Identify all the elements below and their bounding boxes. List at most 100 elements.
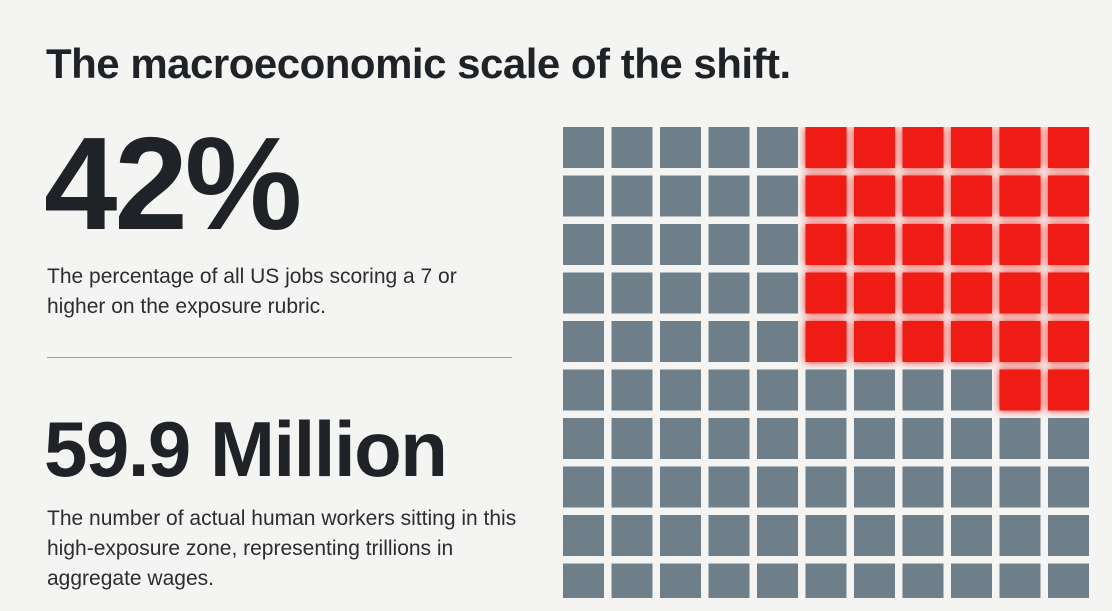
waffle-cell — [611, 224, 653, 265]
waffle-cell-highlighted — [999, 224, 1041, 265]
waffle-cell — [611, 321, 653, 362]
waffle-cell — [902, 418, 944, 459]
waffle-cell — [563, 127, 604, 168]
waffle-cell — [1048, 418, 1089, 459]
waffle-cell — [708, 369, 750, 411]
stat-workers-description: The number of actual human workers sitti… — [47, 507, 517, 590]
waffle-cell — [999, 563, 1041, 598]
waffle-cell — [708, 175, 750, 217]
waffle-cell-highlighted — [902, 321, 944, 362]
waffle-cell — [563, 466, 604, 508]
waffle-cell — [563, 418, 604, 459]
stat-workers-value: 59.9 Million — [44, 405, 448, 493]
waffle-cell — [660, 418, 701, 459]
waffle-cell — [611, 127, 653, 168]
waffle-cell — [999, 466, 1041, 508]
waffle-cell-highlighted — [999, 175, 1041, 217]
waffle-cell — [611, 563, 653, 598]
waffle-cell — [563, 175, 604, 217]
waffle-cell — [563, 321, 604, 362]
waffle-cell — [563, 563, 604, 598]
waffle-cell — [951, 418, 992, 459]
waffle-cell-highlighted — [951, 175, 992, 217]
waffle-cell — [902, 563, 944, 598]
waffle-cell — [660, 127, 701, 168]
waffle-cell — [757, 369, 798, 411]
waffle-cell — [660, 272, 701, 314]
waffle-cell — [660, 466, 701, 508]
waffle-cell-highlighted — [854, 127, 895, 168]
waffle-cell — [757, 418, 798, 459]
waffle-cell — [708, 321, 750, 362]
waffle-cell — [757, 466, 798, 508]
waffle-cell — [757, 321, 798, 362]
waffle-cell-highlighted — [999, 369, 1041, 411]
waffle-cell-highlighted — [854, 224, 895, 265]
page-title: The macroeconomic scale of the shift. — [46, 40, 791, 87]
waffle-cell — [757, 127, 798, 168]
waffle-cell-highlighted — [951, 224, 992, 265]
waffle-cell — [902, 515, 944, 556]
waffle-cell — [999, 418, 1041, 459]
waffle-cell-highlighted — [854, 272, 895, 314]
waffle-cell-highlighted — [902, 272, 944, 314]
waffle-cell — [757, 563, 798, 598]
waffle-cell-highlighted — [1048, 321, 1089, 362]
waffle-cell — [757, 224, 798, 265]
waffle-cell — [611, 369, 653, 411]
waffle-cell — [757, 175, 798, 217]
waffle-cell — [611, 272, 653, 314]
waffle-cell — [563, 224, 604, 265]
waffle-cell — [611, 175, 653, 217]
waffle-cell — [805, 515, 847, 556]
waffle-cell — [951, 515, 992, 556]
section-divider — [47, 357, 512, 358]
waffle-cell — [854, 369, 895, 411]
waffle-chart — [563, 127, 1089, 598]
waffle-cell-highlighted — [1048, 369, 1089, 411]
waffle-cell — [708, 224, 750, 265]
waffle-cell — [563, 369, 604, 411]
waffle-cell-highlighted — [951, 272, 992, 314]
waffle-cell-highlighted — [999, 272, 1041, 314]
waffle-cell — [563, 272, 604, 314]
waffle-cell-highlighted — [1048, 224, 1089, 265]
waffle-cell — [757, 515, 798, 556]
waffle-cell — [854, 466, 895, 508]
waffle-cell-highlighted — [1048, 127, 1089, 168]
waffle-cell — [563, 515, 604, 556]
waffle-cell — [660, 321, 701, 362]
stat-percentage-description: The percentage of all US jobs scoring a … — [47, 265, 457, 318]
waffle-cell — [951, 466, 992, 508]
waffle-cell — [1048, 466, 1089, 508]
waffle-cell-highlighted — [1048, 272, 1089, 314]
waffle-cell-highlighted — [1048, 175, 1089, 217]
waffle-cell-highlighted — [854, 321, 895, 362]
waffle-cell — [1048, 515, 1089, 556]
waffle-cell — [999, 515, 1041, 556]
waffle-cell-highlighted — [805, 224, 847, 265]
waffle-cell — [805, 418, 847, 459]
waffle-cell — [660, 515, 701, 556]
waffle-cell — [611, 418, 653, 459]
waffle-cell-highlighted — [951, 321, 992, 362]
waffle-cell — [1048, 563, 1089, 598]
waffle-cell-highlighted — [902, 224, 944, 265]
waffle-cell — [708, 127, 750, 168]
waffle-cell — [708, 515, 750, 556]
waffle-cell-highlighted — [805, 272, 847, 314]
waffle-cell — [854, 563, 895, 598]
waffle-cell — [854, 418, 895, 459]
waffle-cell-highlighted — [999, 127, 1041, 168]
waffle-cell — [951, 369, 992, 411]
waffle-cell — [611, 515, 653, 556]
waffle-cell — [854, 515, 895, 556]
waffle-cell — [660, 563, 701, 598]
waffle-cell-highlighted — [854, 175, 895, 217]
waffle-cell — [805, 563, 847, 598]
waffle-cell — [902, 369, 944, 411]
waffle-cell — [708, 272, 750, 314]
waffle-cell-highlighted — [805, 321, 847, 362]
waffle-cell-highlighted — [951, 127, 992, 168]
waffle-cell — [708, 563, 750, 598]
